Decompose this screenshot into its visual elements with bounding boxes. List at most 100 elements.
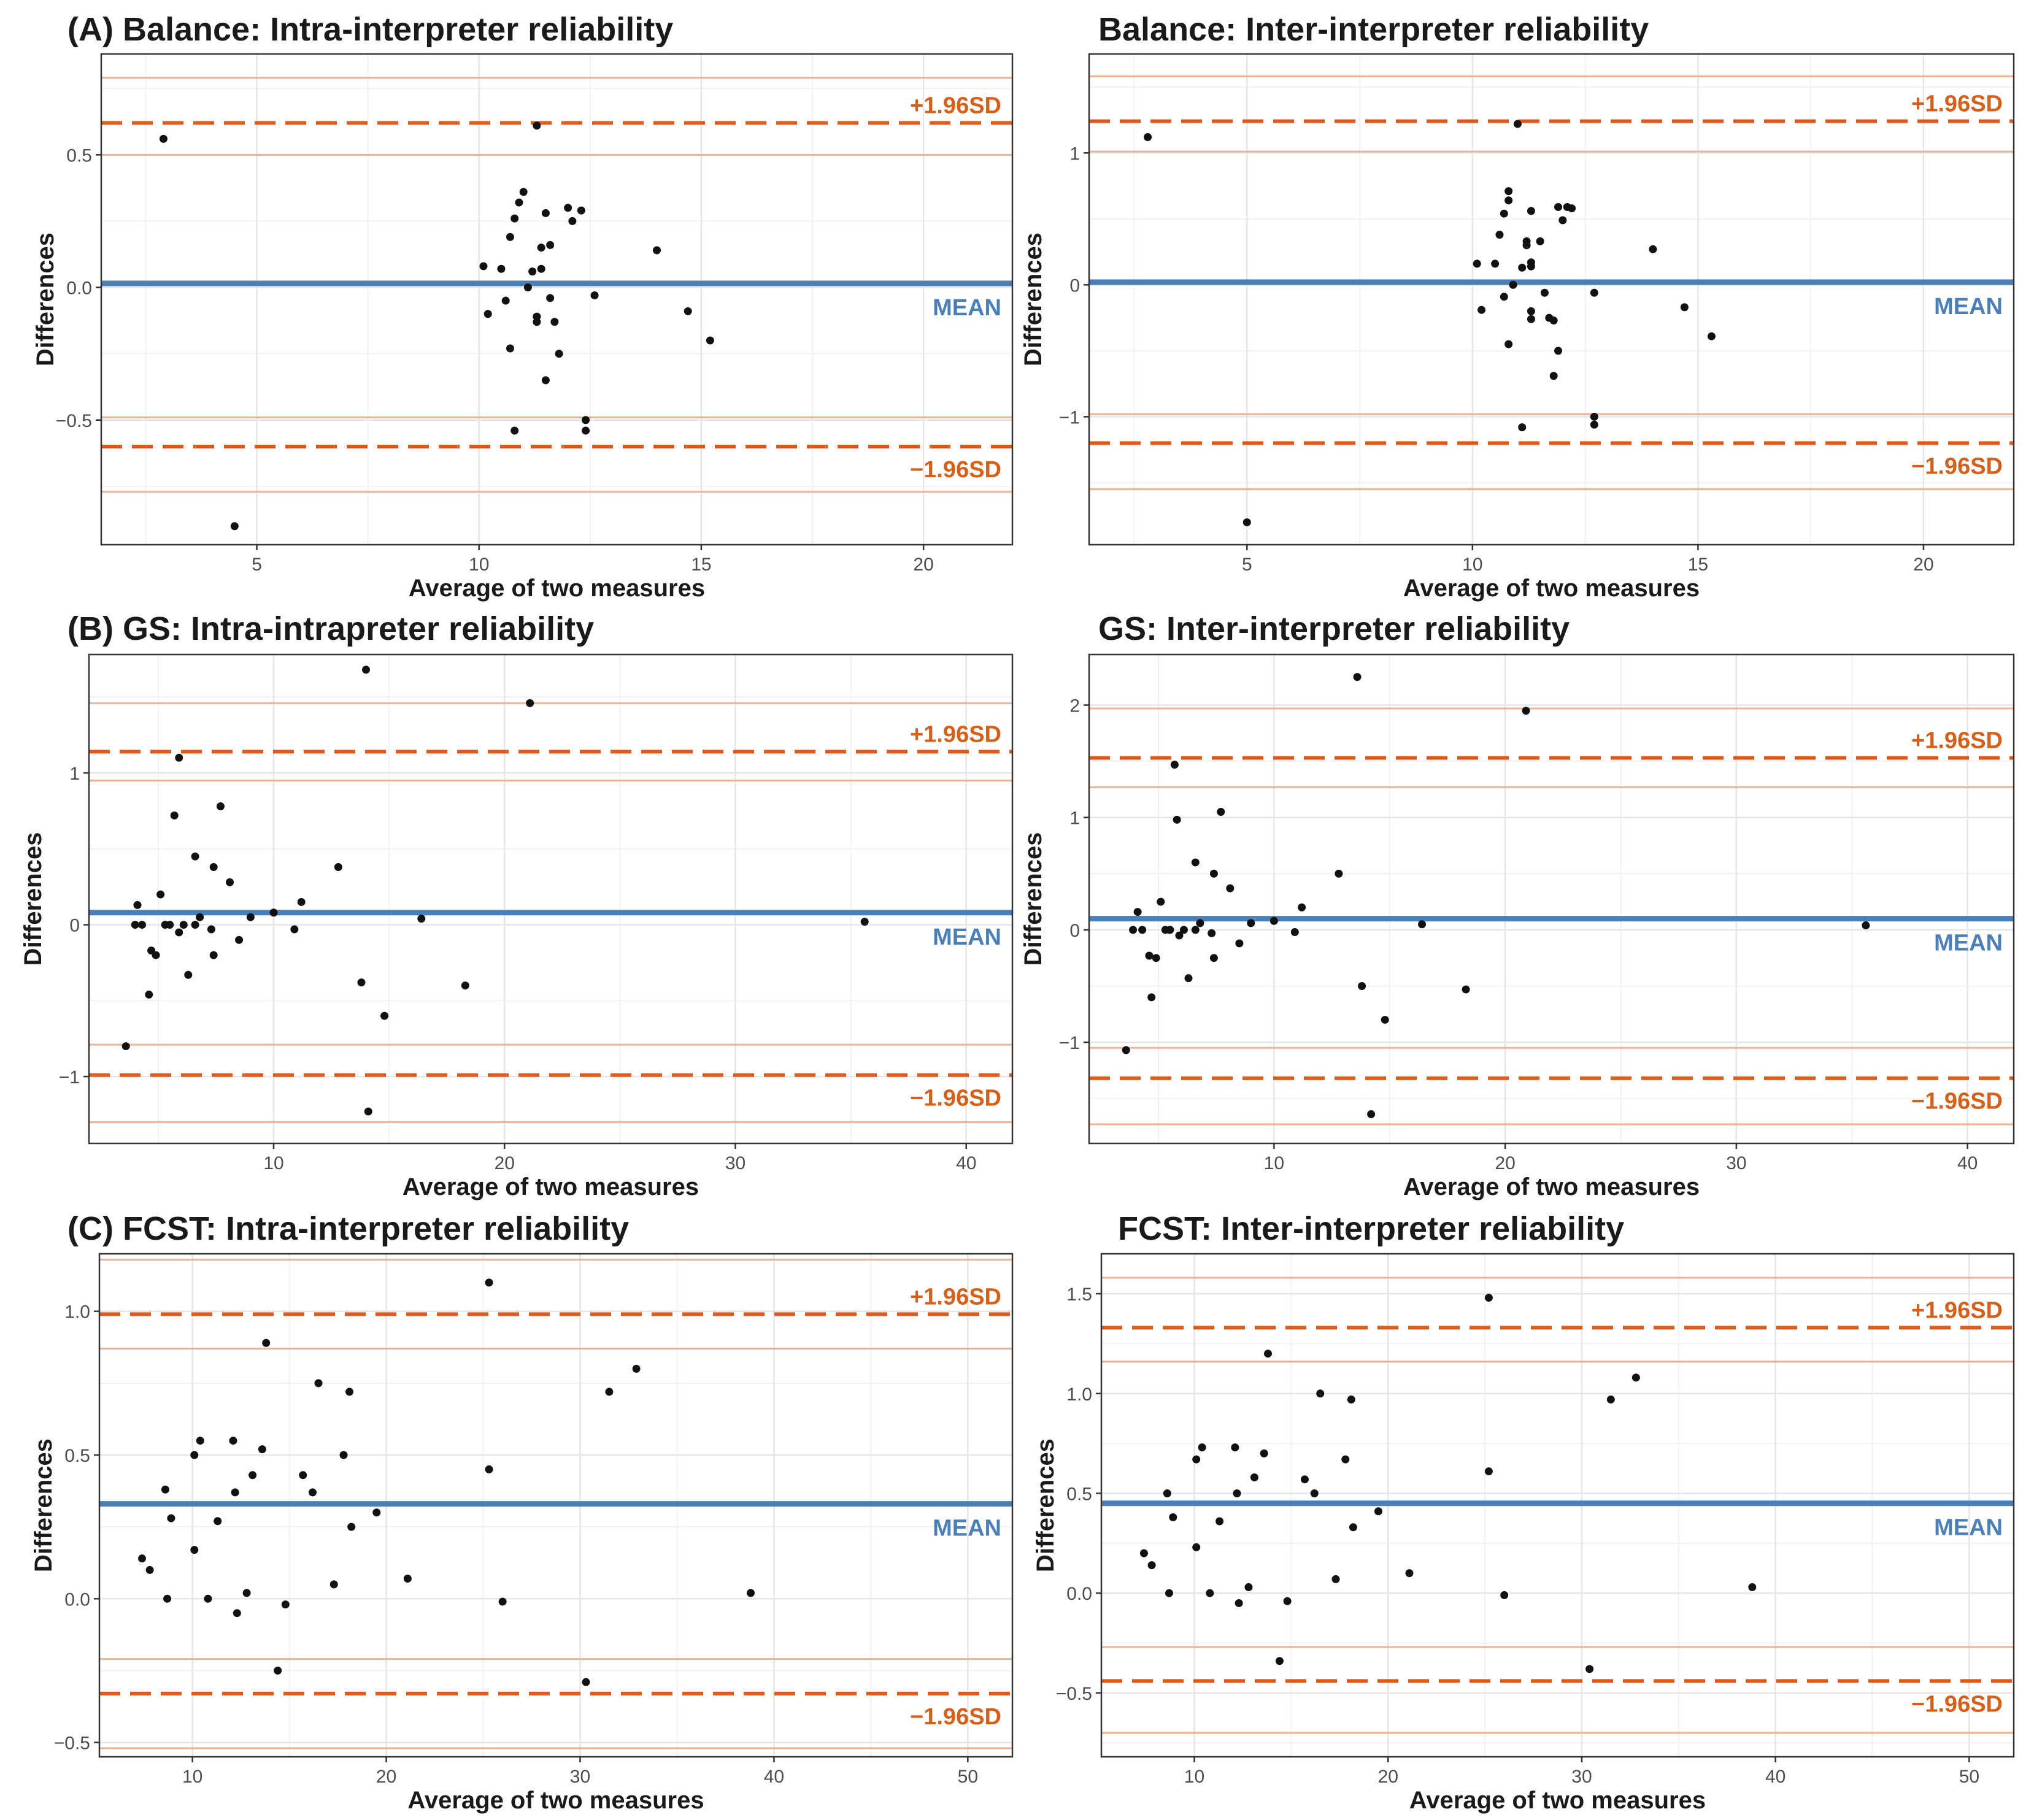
x-tick-label: 20 [1913,555,1933,575]
data-point [577,206,585,215]
data-point [860,918,869,926]
data-point [1491,259,1500,268]
data-point [1226,884,1235,893]
data-point [159,134,168,143]
data-point [1495,231,1504,239]
data-point [1209,954,1218,962]
plot-frame [1100,1253,2015,1758]
data-point [1606,1396,1615,1404]
data-point [1707,332,1716,340]
data-point [297,897,306,906]
data-point [1233,1489,1241,1497]
data-point [1165,1589,1173,1597]
data-point [1862,921,1870,930]
y-tick-label: −1 [1059,407,1080,428]
data-point [1133,908,1142,916]
data-point [209,951,218,959]
upper-sd-label: +1.96SD [1911,728,2003,754]
x-tick-label: 20 [1378,1767,1398,1787]
data-point [161,1485,169,1494]
plot-area [89,655,1012,1143]
data-point [582,426,590,435]
panel-title: FCST: Inter-interpreter reliability [1118,1210,1624,1247]
upper-sd-label: +1.96SD [910,1284,1001,1310]
lower-sd-label: −1.96SD [1911,1089,2003,1115]
x-tick-label: 40 [764,1767,784,1787]
x-tick-label: 10 [469,555,489,575]
data-point [1504,196,1513,205]
lower-sd-label: −1.96SD [910,1704,1001,1730]
data-point [167,1514,175,1522]
data-point [1300,1475,1309,1484]
data-point [1381,1015,1389,1024]
data-point [1353,673,1362,682]
data-point [1247,919,1255,927]
data-point [1138,926,1147,934]
plot-frame [98,1253,1014,1758]
data-point [1191,926,1200,934]
data-point [1554,202,1563,211]
data-point [1649,245,1657,253]
lower-sd-label: −1.96SD [910,457,1001,483]
data-point [1349,1523,1357,1532]
data-point [133,900,142,909]
data-point [684,307,692,315]
data-point [546,294,555,302]
data-point [1527,315,1535,323]
data-point [170,811,179,820]
x-tick-label: 50 [958,1767,978,1787]
data-point [1170,761,1179,769]
x-tick-label: 30 [570,1767,590,1787]
data-point [145,1565,154,1574]
data-point [1269,916,1278,925]
y-tick-label: −0.5 [1056,1684,1092,1704]
data-point [309,1488,317,1497]
y-tick-label: −1 [1059,1033,1080,1053]
data-point [483,310,492,318]
plot-area [1089,655,2014,1143]
data-point [1522,707,1530,715]
data-point [485,1465,493,1473]
data-point [1208,929,1216,937]
data-point [1264,1350,1273,1358]
data-point [1209,869,1218,878]
data-point [1568,204,1576,213]
data-point [347,1522,356,1531]
data-point [1527,307,1535,315]
data-point [1549,372,1558,380]
data-point [345,1388,354,1396]
data-point [364,1107,372,1116]
x-tick-label: 30 [725,1153,745,1173]
data-point [204,1594,212,1603]
data-point [498,1597,507,1606]
x-tick-label: 15 [1688,555,1708,575]
y-axis-label: Differences [1020,832,1047,966]
plot-area [1089,54,2014,545]
lower-sd-label: −1.96SD [910,1086,1001,1112]
x-tick-label: 20 [376,1767,396,1787]
data-point [372,1508,381,1517]
data-point [564,204,572,212]
data-point [1527,207,1535,215]
panel-title: (B) GS: Intra-intrapreter reliability [67,610,594,647]
data-point [1590,420,1598,429]
data-point [1462,985,1470,994]
data-point [632,1364,641,1373]
data-point [209,863,218,872]
data-point [510,214,519,223]
upper-sd-label: +1.96SD [1911,91,2003,117]
y-tick-label: 1 [1069,144,1080,164]
data-point [1504,340,1513,348]
data-point [1477,305,1486,314]
data-point [190,1546,199,1554]
data-point [1554,347,1563,355]
data-point [1147,993,1156,1002]
data-point [145,990,153,999]
y-axis-label: Differences [32,232,59,366]
data-point [1163,1489,1171,1497]
data-point [1166,926,1174,934]
plot-frame [88,653,1014,1145]
mean-label: MEAN [933,924,1001,950]
data-point [166,921,174,929]
